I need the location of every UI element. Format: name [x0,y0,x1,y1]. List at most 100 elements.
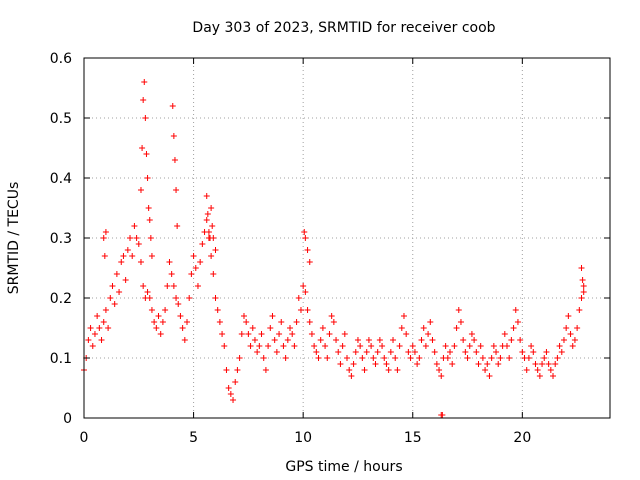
data-point [486,373,493,379]
plot-frame [83,57,611,419]
data-point [219,331,226,337]
data-point [174,223,181,229]
data-point [177,313,184,319]
x-tick-label: 0 [80,430,89,446]
data-point [579,277,586,283]
data-point [124,247,131,253]
data-point [265,343,272,349]
data-point [315,355,322,361]
data-point [578,265,585,271]
data-point [184,319,191,325]
data-point [251,337,258,343]
data-point [210,235,217,241]
data-point [245,331,252,337]
data-point [444,355,451,361]
data-point [232,379,239,385]
data-point [221,343,228,349]
data-point [276,331,283,337]
y-tick-label: 0 [63,411,72,427]
data-point [536,373,543,379]
data-point [398,325,405,331]
data-point [306,319,313,325]
data-points [81,79,587,418]
data-point [558,349,565,355]
data-point [96,325,103,331]
data-point [256,343,263,349]
data-point [438,373,445,379]
data-point [376,337,383,343]
data-point [148,307,155,313]
y-tick-label: 0.1 [50,351,72,367]
data-point [100,235,107,241]
data-point [212,295,219,301]
data-point [144,289,151,295]
data-point [85,337,92,343]
x-tick-label: 15 [404,430,422,446]
data-point [147,235,154,241]
data-point [488,355,495,361]
data-point [313,349,320,355]
data-point [143,151,150,157]
data-point [137,187,144,193]
data-point [94,313,101,319]
data-point [240,313,247,319]
data-point [420,325,427,331]
data-point [203,217,210,223]
data-point [223,367,230,373]
data-point [337,361,344,367]
data-point [392,355,399,361]
data-point [387,349,394,355]
data-point [416,355,423,361]
y-axis-label: SRMTID / TECUs [6,182,22,295]
data-point [453,325,460,331]
data-point [166,259,173,265]
data-point [141,79,148,85]
data-point [181,337,188,343]
data-point [190,253,197,259]
data-point [519,349,526,355]
data-point [394,367,401,373]
grid [84,58,610,418]
data-point [400,313,407,319]
data-point [300,283,307,289]
data-point [370,355,377,361]
data-point [304,247,311,253]
data-point [354,337,361,343]
data-point [571,337,578,343]
y-tick-label: 0.6 [50,51,72,67]
data-point [482,367,489,373]
y-tick-label: 0.3 [50,231,72,247]
data-point [433,361,440,367]
data-point [280,343,287,349]
data-point [197,259,204,265]
data-point [262,367,269,373]
data-point [372,361,379,367]
data-point [146,295,153,301]
data-point [188,271,195,277]
data-point [210,271,217,277]
data-point [151,319,158,325]
data-point [574,325,581,331]
data-point [525,355,532,361]
data-point [333,337,340,343]
data-point [127,235,134,241]
data-point [273,349,280,355]
data-point [383,361,390,367]
data-point [503,343,510,349]
data-point [271,337,278,343]
data-point [101,253,108,259]
data-point [284,337,291,343]
data-point [466,343,473,349]
data-point [260,355,267,361]
data-point [199,241,206,247]
data-point [203,193,210,199]
data-point [580,283,587,289]
x-tick-label: 10 [294,430,312,446]
data-point [319,325,326,331]
data-point [517,337,524,343]
data-point [302,289,309,295]
data-point [407,355,414,361]
data-point [102,307,109,313]
data-point [287,325,294,331]
